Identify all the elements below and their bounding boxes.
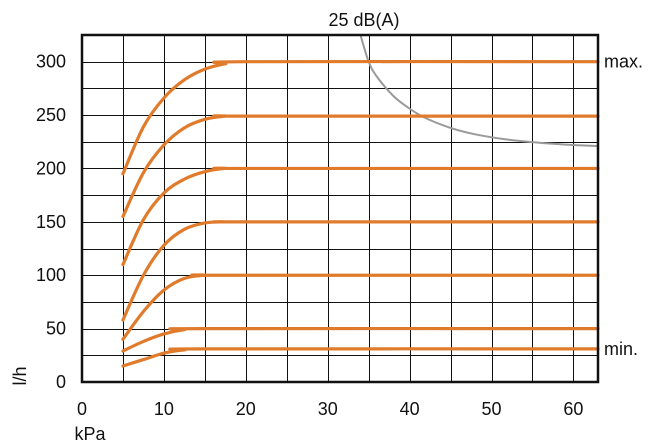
y-axis-title: l/h [10, 366, 30, 385]
x-axis-title: kPa [74, 424, 106, 444]
noise-limit-curve [359, 35, 598, 148]
x-tick-label: 60 [563, 399, 583, 419]
series-line-2 [121, 114, 600, 219]
y-tick-label: 150 [36, 212, 66, 232]
y-tick-label: 300 [36, 52, 66, 72]
plot-area: 0 50 100 150 200 250 300 0 10 20 30 40 50 60 max. min. [36, 33, 643, 419]
max-label: max. [604, 52, 643, 72]
y-tick-label: 200 [36, 158, 66, 178]
series-line-7 [121, 347, 600, 368]
y-tick-label: 0 [56, 372, 66, 392]
y-tick-label: 250 [36, 105, 66, 125]
plot-frame [80, 33, 600, 384]
y-tick-label: 50 [46, 319, 66, 339]
x-tick-label: 0 [77, 399, 87, 419]
x-tick-label: 50 [482, 399, 502, 419]
x-tick-label: 30 [318, 399, 338, 419]
series-line-6 [121, 326, 600, 353]
series-line-5 [121, 273, 600, 341]
x-tick-label: 20 [236, 399, 256, 419]
series-line-1 [121, 59, 600, 176]
series-line-3 [121, 166, 600, 267]
series-line-4 [121, 220, 600, 322]
min-label: min. [604, 339, 638, 359]
y-tick-label: 100 [36, 265, 66, 285]
x-tick-label: 40 [400, 399, 420, 419]
chart-title: 25 dB(A) [328, 10, 399, 30]
x-tick-label: 10 [154, 399, 174, 419]
